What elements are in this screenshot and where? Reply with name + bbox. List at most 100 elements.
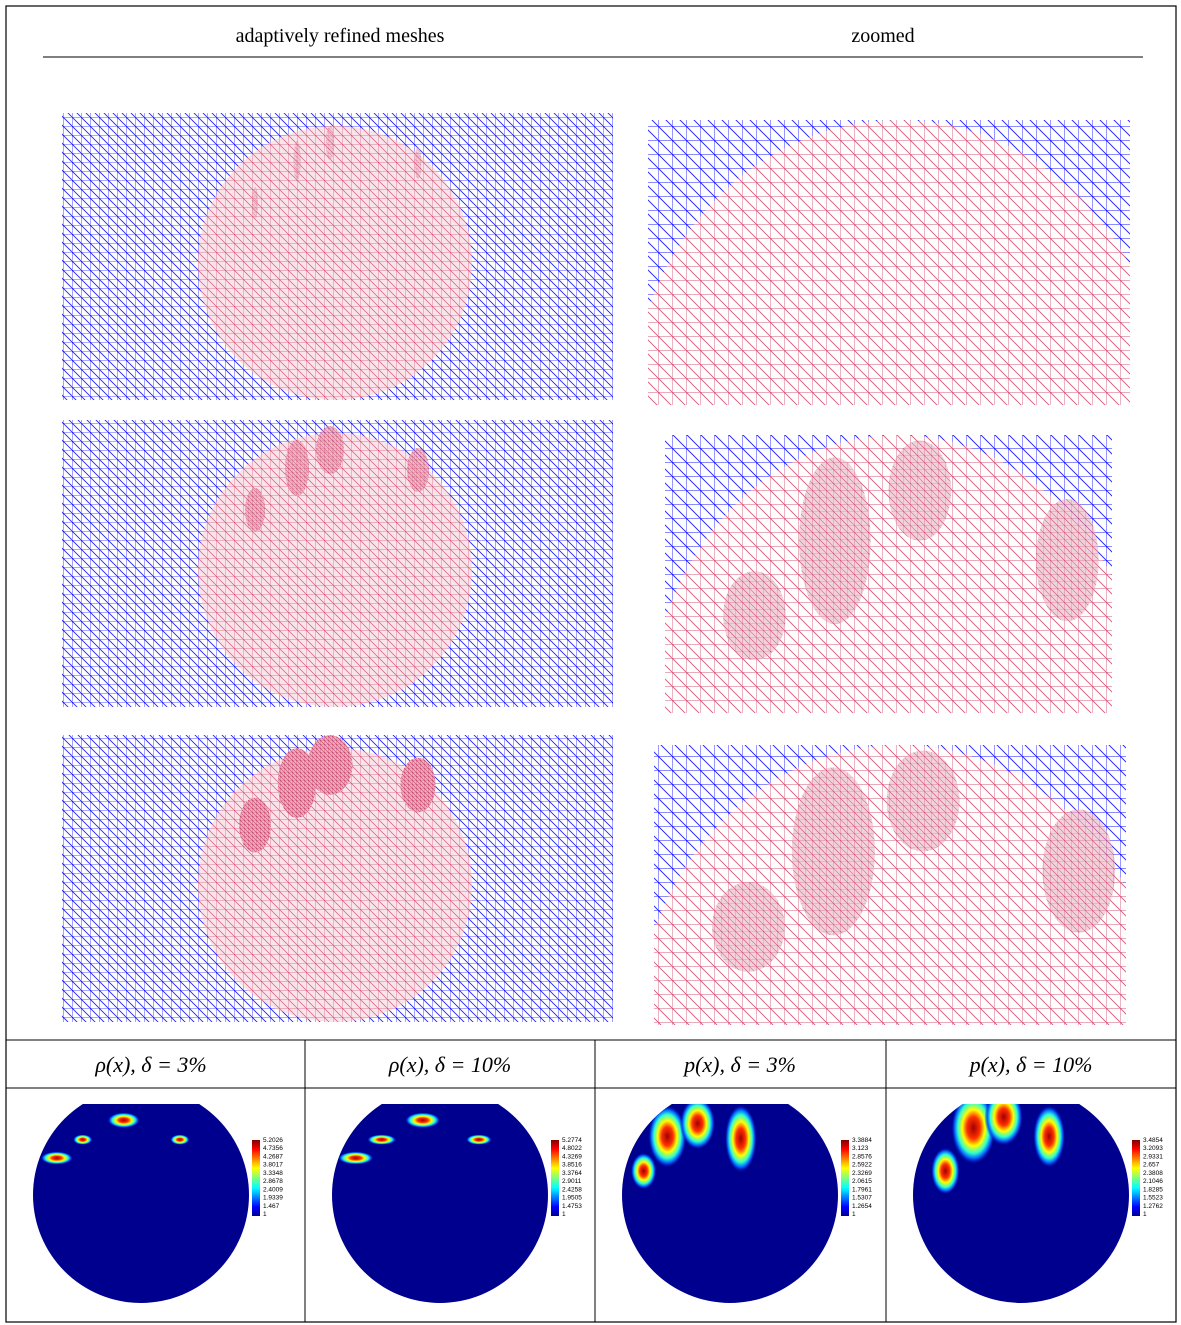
colorbar-label: 1 [263, 1211, 267, 1218]
hotspots [630, 1104, 757, 1190]
meshes [62, 113, 1130, 1025]
fine-mesh [400, 757, 436, 813]
fine-mesh [1036, 498, 1099, 622]
colorbar-label: 2.8678 [263, 1178, 283, 1185]
hotspot [984, 1104, 1023, 1146]
colorbar [252, 1140, 260, 1216]
column-label: p(x), δ = 3% [682, 1052, 796, 1077]
colorbar-label: 3.2093 [1143, 1145, 1163, 1152]
density-plot [622, 1104, 838, 1303]
fine-mesh [316, 426, 344, 474]
colorbar-label: 1.2654 [852, 1203, 872, 1210]
fine-mesh [886, 750, 960, 852]
colorbar-label: 4.3269 [562, 1153, 582, 1160]
hotspot [680, 1104, 716, 1150]
colorbar-label: 3.3764 [562, 1170, 582, 1177]
hotspot [107, 1112, 140, 1128]
hotspot [466, 1134, 492, 1145]
colorbar-label: 5.2774 [562, 1137, 582, 1144]
colorbar-label: 2.3808 [1143, 1170, 1163, 1177]
fine-mesh [245, 488, 265, 532]
colorbar-label: 2.5922 [852, 1162, 872, 1169]
fine-mesh [252, 187, 258, 219]
colorbar-label: 1.467 [263, 1203, 280, 1210]
colorbar-label: 2.4258 [562, 1186, 582, 1193]
colorbar-label: 3.8017 [263, 1162, 283, 1169]
fine-mesh [285, 440, 309, 496]
colorbar-label: 1.9505 [562, 1195, 582, 1202]
fine-mesh [888, 440, 952, 541]
outer-border [5, 5, 1177, 1323]
colorbar-label: 3.3348 [263, 1170, 283, 1177]
colorbar-label: 2.4009 [263, 1186, 283, 1193]
hotspot [951, 1104, 996, 1165]
colorbar-label: 1 [1143, 1211, 1147, 1218]
fine-mesh [277, 748, 317, 818]
colorbar [551, 1140, 559, 1216]
fine-mesh [1042, 809, 1116, 933]
mesh-image [62, 113, 613, 400]
hotspot [931, 1147, 960, 1195]
colorbar-label: 1.2762 [1143, 1203, 1163, 1210]
zoomed-mesh [665, 435, 1112, 713]
colorbar-label: 3.4854 [1143, 1137, 1163, 1144]
fine-mesh [712, 882, 785, 972]
colorbar-label: 1.4753 [562, 1203, 582, 1210]
colorbar-label: 2.3269 [852, 1170, 872, 1177]
colorbar-label: 2.657 [1143, 1162, 1160, 1169]
colorbar-label: 4.2687 [263, 1153, 283, 1160]
hotspot [405, 1112, 441, 1128]
fine-mesh [791, 767, 875, 936]
fine-mesh [723, 571, 786, 661]
mesh-image [62, 420, 613, 707]
colorbar-label: 2.9011 [562, 1178, 582, 1185]
disc [33, 1104, 249, 1303]
colorbar-label: 3.3884 [852, 1137, 872, 1144]
fine-mesh [325, 125, 335, 161]
colorbar [1132, 1140, 1140, 1216]
fine-mesh [414, 147, 422, 179]
density-plot [913, 1104, 1129, 1303]
column-label: ρ(x), δ = 3% [94, 1052, 206, 1077]
fine-mesh [407, 448, 429, 492]
disc [332, 1104, 548, 1303]
colorbar-label: 5.2026 [263, 1137, 283, 1144]
colorbar-label: 1.9339 [263, 1195, 283, 1202]
colorbar-label: 4.8022 [562, 1145, 582, 1152]
colorbar [841, 1140, 849, 1216]
fine-mesh [307, 735, 353, 795]
fine-mesh [293, 140, 301, 182]
density-plot [332, 1104, 548, 1303]
colorbar-label: 1 [852, 1211, 856, 1218]
column-label: ρ(x), δ = 10% [388, 1052, 511, 1077]
refined-region [198, 433, 472, 707]
colorbar-label: 2.9331 [1143, 1153, 1163, 1160]
hotspots [931, 1104, 1066, 1195]
column-header: adaptively refined meshes [236, 25, 445, 47]
zoomed-mesh [648, 120, 1130, 405]
hotspot [170, 1134, 190, 1145]
refined-region [648, 120, 1130, 405]
colorbar-label: 3.123 [852, 1145, 869, 1152]
hotspot [630, 1152, 657, 1190]
colorbar-label: 4.7356 [263, 1145, 283, 1152]
colorbar-label: 1.5307 [852, 1195, 872, 1202]
hotspot [338, 1151, 374, 1165]
density-plot [33, 1104, 249, 1303]
hotspots [338, 1112, 492, 1165]
hotspot [367, 1134, 397, 1145]
fine-mesh [239, 797, 271, 853]
colorbar-label: 1 [562, 1211, 566, 1218]
hotspot [1033, 1105, 1066, 1168]
hotspot [724, 1104, 757, 1173]
colorbar-label: 2.0615 [852, 1178, 872, 1185]
hotspot [73, 1134, 93, 1145]
hotspots [40, 1112, 190, 1165]
hotspot [648, 1105, 687, 1168]
zoomed-mesh [654, 745, 1126, 1025]
refined-region [198, 126, 472, 400]
fine-mesh [799, 457, 871, 625]
